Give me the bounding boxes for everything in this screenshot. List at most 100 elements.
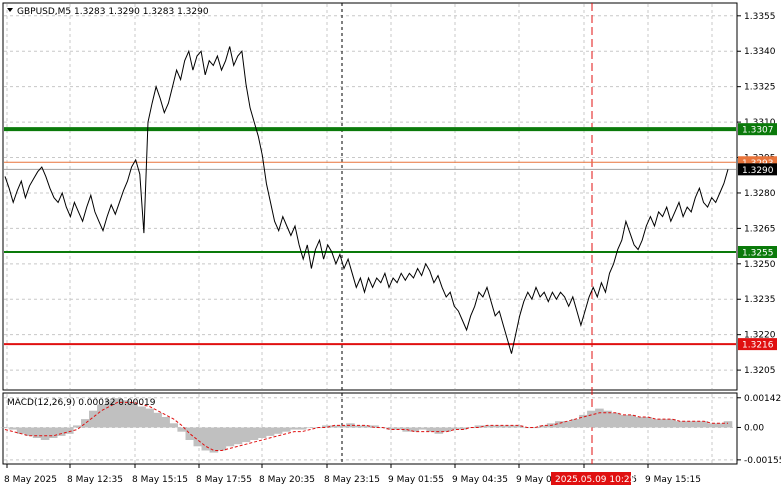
macd-histogram-bar (362, 425, 371, 428)
macd-histogram-bar (297, 427, 307, 430)
macd-signal-line (4, 401, 728, 451)
macd-histogram-bar (113, 398, 122, 428)
macd-histogram-bar (249, 427, 259, 440)
macd-histogram-bar (627, 414, 636, 428)
macd-histogram-bar (24, 427, 34, 436)
macd-histogram-bar (555, 421, 564, 428)
price-tick-label: 1.3310 (744, 118, 776, 128)
price-line (4, 46, 729, 354)
macd-histogram-bar (571, 419, 580, 428)
price-series-line (4, 46, 729, 354)
macd-histogram-bar (137, 406, 146, 428)
macd-histogram-bar (450, 427, 460, 430)
price-tick-label: 1.3325 (744, 83, 776, 93)
level-tag-support-1255 (738, 246, 777, 259)
macd-histogram-bar (322, 425, 331, 428)
macd-histogram-bar (185, 427, 195, 440)
macd-histogram-bar (177, 427, 186, 432)
macd-histogram-bar (40, 427, 50, 440)
macd-histogram-bar (651, 419, 660, 428)
macd-histogram-bar (225, 427, 235, 447)
macd-indicator (0, 398, 733, 453)
macd-histogram-bar (241, 427, 251, 443)
level-tag-label: 1.3307 (742, 126, 774, 136)
price-tick-label: 1.3280 (744, 189, 776, 199)
macd-histogram-bar (153, 412, 162, 428)
macd-histogram-bar (209, 427, 219, 453)
macd-histogram-bar (563, 421, 572, 428)
macd-histogram-bar (81, 419, 90, 428)
time-tick-label: 8 May 17:55 (196, 475, 252, 485)
macd-histogram-bar (611, 412, 620, 428)
price-tick-label: 1.3220 (744, 331, 776, 341)
macd-histogram-bar (161, 417, 170, 428)
time-tick-label: 8 May 20:35 (259, 475, 315, 485)
macd-histogram-bar (482, 425, 492, 428)
dropdown-arrow-icon[interactable] (7, 8, 13, 12)
price-tick-label: 1.3235 (744, 295, 776, 305)
macd-histogram-bar (514, 425, 524, 428)
level-tag-label: 1.3216 (742, 341, 774, 351)
macd-histogram-bar (105, 400, 114, 428)
macd-histogram-bar (257, 427, 267, 438)
level-tag-label: 1.3290 (742, 166, 774, 176)
macd-histogram-bar (506, 425, 516, 428)
price-tick-label: 1.3340 (744, 47, 776, 57)
level-tag-bid-1290 (738, 163, 777, 176)
macd-tick-label: 0.00142 (744, 394, 781, 404)
price-tick-label: 1.3265 (744, 224, 776, 234)
time-tick-label: 9 May 0 (516, 475, 552, 485)
macd-histogram-bar (8, 427, 18, 430)
horizontal-levels (4, 127, 736, 346)
macd-histogram-bar (643, 417, 652, 428)
macd-histogram-bar (281, 427, 291, 432)
macd-histogram-bar (65, 427, 74, 434)
macd-histogram-bar (418, 427, 427, 430)
macd-histogram-bar (201, 427, 211, 451)
macd-histogram-bar (265, 427, 275, 436)
macd-histogram-bar (354, 425, 363, 428)
macd-histogram-bar (89, 410, 98, 428)
macd-histogram-bar (667, 419, 676, 428)
chart-header: GBPUSD,M5 1.3283 1.3290 1.3283 1.3290 (7, 7, 209, 17)
macd-histogram-bar (121, 400, 130, 428)
time-tick-label: 9 May 04:35 (452, 475, 508, 485)
macd-histogram-bar (498, 425, 508, 428)
macd-histogram-bar (0, 427, 10, 429)
level-tag-label: 1.3255 (742, 249, 774, 259)
macd-histogram-bar (426, 427, 435, 432)
level-tag-resistance-1307 (738, 123, 777, 136)
macd-histogram-bar (490, 425, 500, 428)
macd-histogram-bar (619, 414, 628, 428)
macd-histogram-bar (338, 425, 347, 428)
macd-histogram-bar (289, 427, 299, 430)
macd-histogram-bar (73, 425, 82, 428)
macd-histogram-bar (410, 427, 419, 432)
price-tick-label: 1.3205 (744, 366, 776, 376)
macd-histogram-bar (699, 421, 709, 428)
time-tick-label: 8 May 15:15 (132, 475, 188, 485)
macd-histogram-bar (32, 427, 42, 438)
macd-histogram-bar (394, 427, 403, 430)
price-tick-label: 1.3250 (744, 260, 776, 270)
macd-histogram-bar (193, 427, 203, 447)
macd-histogram-bar (56, 427, 66, 436)
price-axis: 1.33551.33401.33251.33101.32951.32801.32… (737, 12, 776, 376)
macd-histogram-bar (16, 427, 26, 434)
macd-histogram-bar (675, 421, 685, 428)
macd-histogram-bar (458, 427, 468, 430)
macd-histogram-bar (217, 427, 227, 451)
symbol-label: GBPUSD,M5 1.3283 1.3290 1.3283 1.3290 (17, 7, 209, 17)
macd-histogram-bar (48, 427, 58, 438)
macd-label: MACD(12,26,9) 0.00032 0.00019 (7, 398, 156, 408)
macd-histogram-bar (129, 402, 138, 428)
level-tag-support-1216 (738, 338, 777, 351)
macd-histogram-bar (659, 419, 668, 428)
price-pane[interactable] (2, 2, 738, 391)
time-tick-label: 9 May 15:15 (645, 475, 701, 485)
macd-histogram-bar (683, 421, 693, 428)
macd-tick-label: 0.00 (744, 423, 764, 433)
current-time-tag (551, 472, 631, 485)
